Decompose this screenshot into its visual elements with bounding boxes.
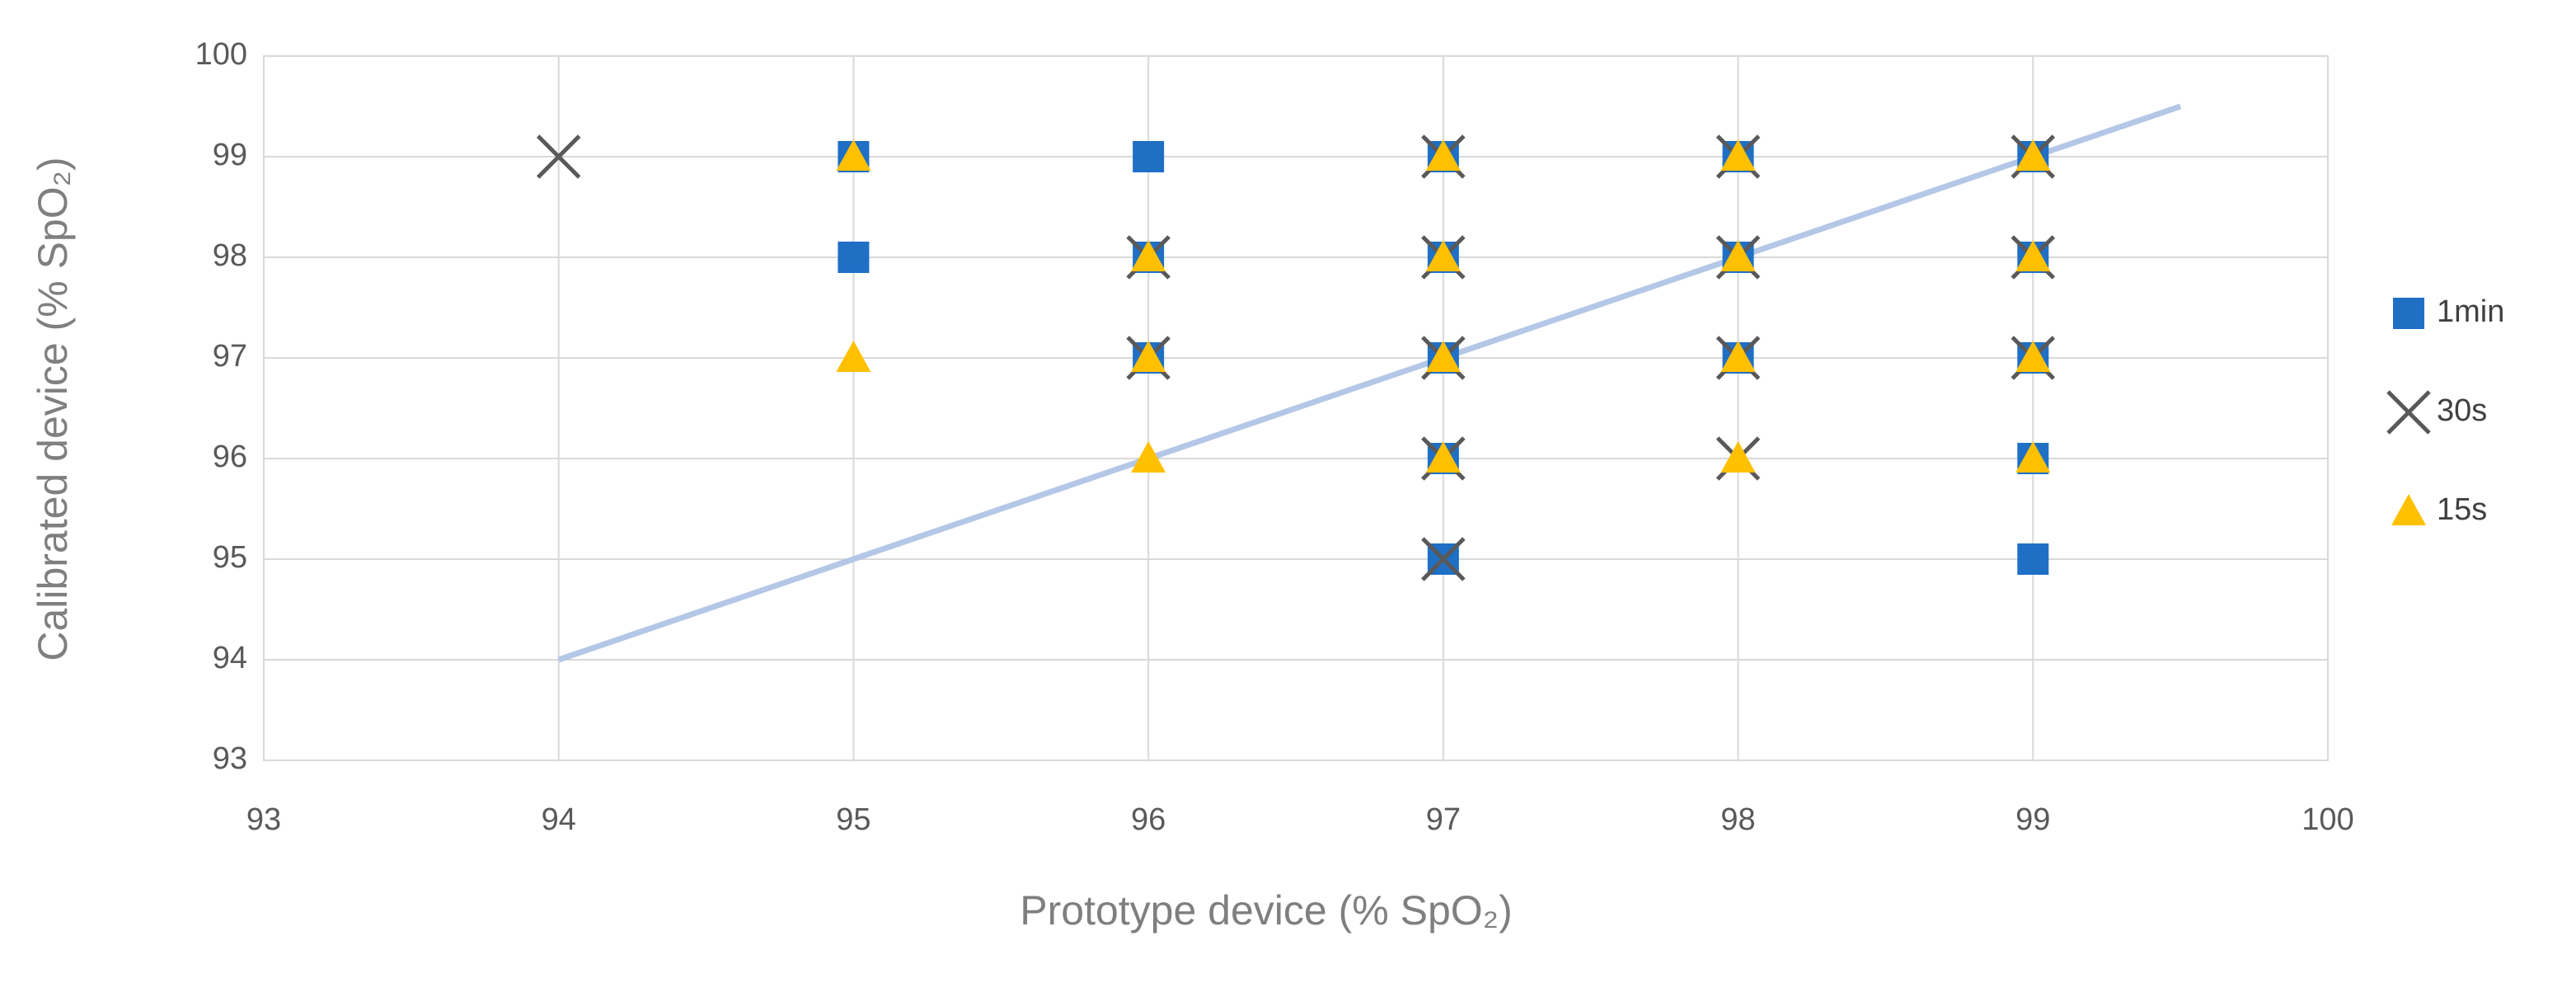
- marker-triangle: [1720, 441, 1756, 473]
- marker-triangle: [836, 341, 871, 372]
- marker-x: [536, 134, 581, 179]
- y-tick-label: 100: [195, 37, 247, 72]
- y-tick-label: 98: [213, 238, 247, 273]
- marker-triangle: [2015, 139, 2051, 171]
- marker-x: [1421, 537, 1466, 581]
- marker-square: [2017, 543, 2049, 575]
- marker-x-stroke: [2386, 390, 2431, 435]
- marker-triangle: [836, 139, 871, 171]
- x-tick-label: 96: [1131, 802, 1166, 837]
- x-tick-label: 98: [1720, 802, 1755, 837]
- plot-border: [263, 55, 2329, 761]
- marker-triangle: [2391, 494, 2426, 525]
- y-tick-label: 99: [213, 138, 247, 172]
- marker-triangle: [1131, 441, 1166, 473]
- y-tick-label: 95: [213, 540, 247, 575]
- x-tick-label: 97: [1426, 802, 1461, 837]
- x-tick-label: 100: [2302, 802, 2353, 837]
- x-tick-label: 99: [2015, 802, 2050, 837]
- x-tick-label: 93: [246, 802, 281, 837]
- marker-square: [838, 242, 870, 273]
- legend-label: 1min: [2437, 294, 2504, 329]
- marker-square: [1133, 141, 1165, 172]
- marker-triangle: [1131, 341, 1166, 372]
- marker-triangle: [2015, 240, 2051, 271]
- y-tick-label: 97: [213, 339, 247, 374]
- marker-square: [2393, 298, 2424, 329]
- x-axis-title: Prototype device (% SpO₂): [1020, 887, 1512, 934]
- marker-triangle: [1425, 441, 1461, 473]
- legend-label: 15s: [2437, 492, 2487, 527]
- marker-triangle: [1425, 240, 1461, 271]
- y-tick-label: 96: [213, 440, 247, 474]
- reference-line: [557, 103, 2182, 663]
- marker-triangle: [1720, 240, 1756, 271]
- marker-triangle: [1720, 139, 1756, 171]
- marker-triangle: [1720, 341, 1756, 372]
- marker-triangle: [2015, 441, 2051, 473]
- legend-label: 30s: [2437, 393, 2487, 428]
- x-tick-label: 95: [836, 802, 870, 837]
- marker-x: [2386, 390, 2431, 435]
- marker-triangle: [1425, 341, 1461, 372]
- y-tick-label: 93: [213, 741, 247, 776]
- marker-triangle: [1425, 139, 1461, 171]
- marker-x-stroke: [536, 134, 581, 179]
- marker-x-stroke: [1421, 537, 1466, 581]
- y-tick-label: 94: [213, 641, 247, 675]
- y-axis-title: Calibrated device (% SpO₂): [30, 157, 76, 661]
- marker-triangle: [2015, 341, 2051, 372]
- x-tick-label: 94: [542, 802, 576, 837]
- marker-triangle: [1131, 240, 1166, 271]
